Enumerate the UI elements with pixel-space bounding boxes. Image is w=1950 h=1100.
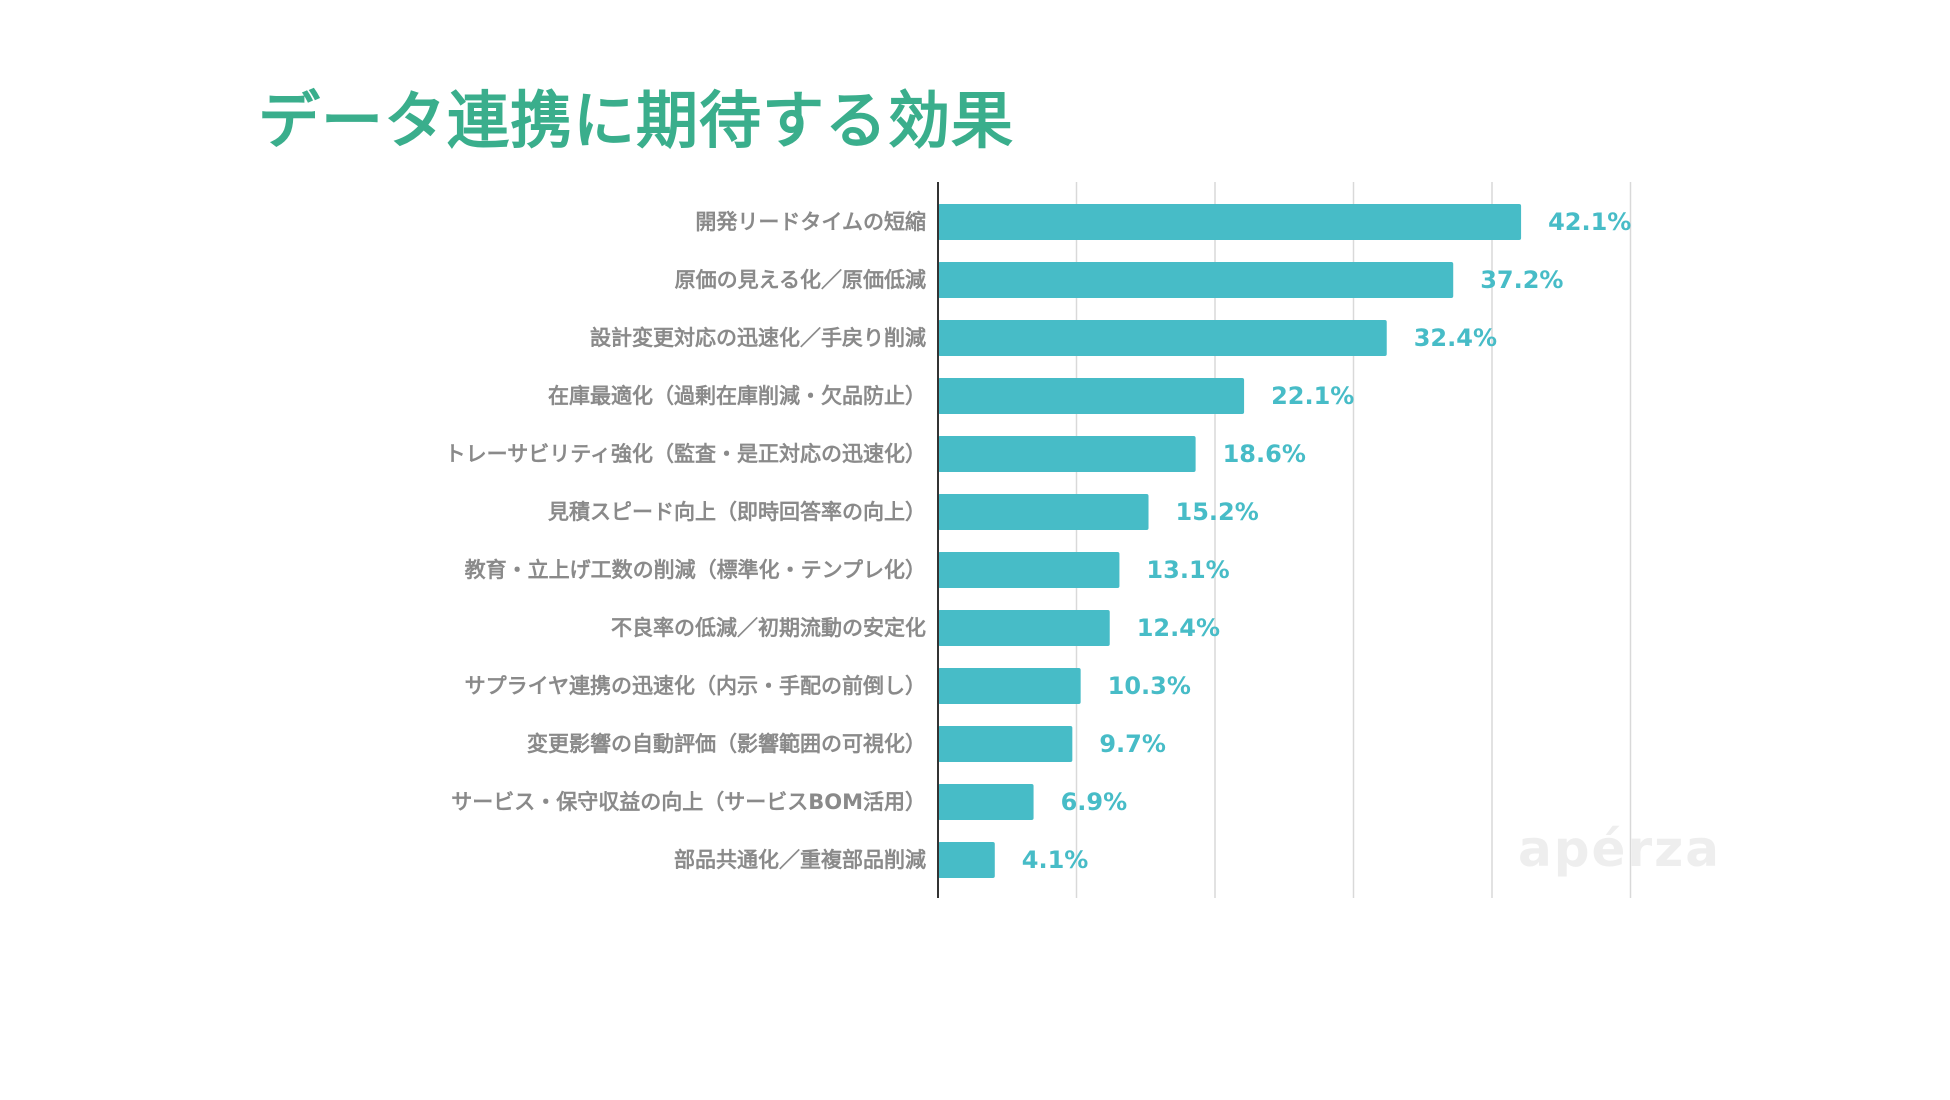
bar [938,784,1034,820]
bar [938,668,1081,704]
data-label: 12.4% [1137,614,1220,642]
data-label: 22.1% [1271,382,1354,410]
category-label: 見積スピード向上（即時回答率の向上） [548,500,926,524]
category-label: 教育・立上げ工数の削減（標準化・テンプレ化） [465,558,926,582]
data-label: 13.1% [1146,556,1229,584]
bar [938,262,1454,298]
bar [938,378,1245,414]
watermark-logo: apérza [1518,820,1721,878]
data-label: 15.2% [1176,498,1259,526]
category-label: サービス・保守収益の向上（サービスBOM活用） [451,790,926,814]
data-label: 10.3% [1108,672,1191,700]
data-label: 32.4% [1414,324,1497,352]
category-label: 原価の見える化／原価低減 [675,268,926,292]
bar [938,320,1387,356]
bar [938,842,995,878]
bar [938,610,1110,646]
data-label: 9.7% [1099,730,1166,758]
data-label: 18.6% [1223,440,1306,468]
data-label: 37.2% [1480,266,1563,294]
category-label: 不良率の低減／初期流動の安定化 [611,616,926,640]
category-label: 在庫最適化（過剰在庫削減・欠品防止） [548,384,926,408]
category-label: トレーサビリティ強化（監査・是正対応の迅速化） [445,442,926,466]
data-label: 4.1% [1022,846,1089,874]
data-label: 6.9% [1061,788,1128,816]
category-label: サプライヤ連携の迅速化（内示・手配の前倒し） [465,674,926,698]
bar [938,552,1120,588]
bar [938,494,1149,530]
bar [938,204,1522,240]
category-label: 部品共通化／重複部品削減 [674,848,926,872]
bar [938,436,1196,472]
bar [938,726,1073,762]
chart-title: データ連携に期待する効果 [258,84,1015,157]
category-label: 設計変更対応の迅速化／手戻り削減 [590,326,926,350]
category-label: 変更影響の自動評価（影響範囲の可視化） [527,732,926,756]
category-label: 開発リードタイムの短縮 [695,210,926,234]
data-label: 42.1% [1548,208,1631,236]
